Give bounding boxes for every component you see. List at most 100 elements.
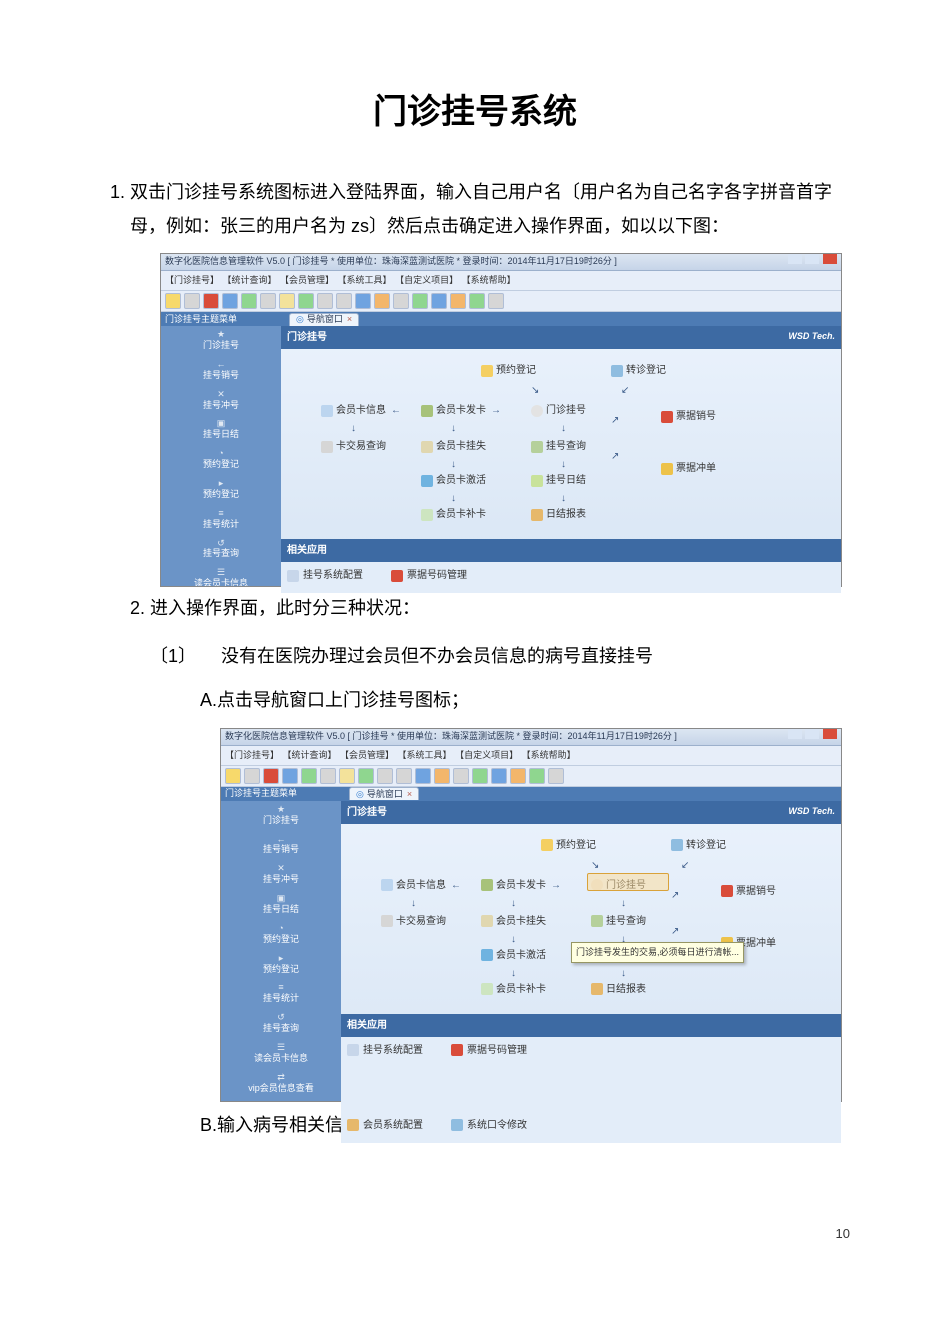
toolbar-button[interactable] [548, 768, 564, 784]
menu-item[interactable]: 【系统帮助】 [526, 750, 576, 760]
tab-nav-window[interactable]: ◎导航窗口× [289, 313, 359, 326]
close-button[interactable] [823, 254, 837, 264]
sidebar-item[interactable]: ▸预约登记 [161, 475, 281, 505]
toolbar-button[interactable] [298, 293, 314, 309]
menu-item[interactable]: 【系统工具】 [342, 275, 392, 285]
flow-node-yuyue[interactable]: 预约登记 [481, 361, 536, 380]
sidebar-item[interactable]: ★门诊挂号 [221, 801, 341, 831]
toolbar-button[interactable] [336, 293, 352, 309]
flow-node-rjbb[interactable]: 日结报表 [531, 505, 586, 524]
tab-nav-window[interactable]: ◎导航窗口× [349, 787, 419, 800]
sidebar-item[interactable]: ←挂号销号 [161, 356, 281, 386]
sidebar-item[interactable]: ✕挂号冲号 [161, 386, 281, 416]
flow-node-hybk[interactable]: 会员卡补卡 [421, 505, 486, 524]
flow-node-ghrj[interactable]: 挂号日结 [531, 471, 586, 490]
flow-node-hygs[interactable]: 会员卡挂失 [421, 437, 486, 456]
sidebar-item[interactable]: ≡挂号统计 [221, 979, 341, 1009]
menu-item[interactable]: 【统计查询】 [287, 750, 337, 760]
sidebar-item[interactable]: ▸预约登记 [221, 950, 341, 980]
sidebar-item[interactable]: ↻系统口令修改 [221, 1099, 341, 1101]
toolbar-button[interactable] [355, 293, 371, 309]
toolbar-button[interactable] [165, 293, 181, 309]
sidebar-item[interactable]: ↺挂号查询 [161, 535, 281, 565]
flow-node-yuyue[interactable]: 预约登记 [541, 836, 596, 855]
toolbar-button[interactable] [377, 768, 393, 784]
menu-item[interactable]: 【会员管理】 [285, 275, 335, 285]
toolbar-button[interactable] [339, 768, 355, 784]
toolbar-button[interactable] [317, 293, 333, 309]
toolbar-button[interactable] [453, 768, 469, 784]
toolbar-button[interactable] [529, 768, 545, 784]
close-button[interactable] [823, 729, 837, 739]
toolbar-button[interactable] [488, 293, 504, 309]
toolbar-button[interactable] [260, 293, 276, 309]
flow-node-hyjh[interactable]: 会员卡激活 [421, 471, 486, 490]
flow-node-hyxx[interactable]: 会员卡信息 [321, 401, 386, 420]
toolbar-button[interactable] [412, 293, 428, 309]
toolbar-button[interactable] [184, 293, 200, 309]
sidebar-item[interactable]: ▣挂号日结 [221, 890, 341, 920]
flow-node-hygs[interactable]: 会员卡挂失 [481, 912, 546, 931]
flow-node-pjcd[interactable]: 票据冲单 [661, 459, 716, 478]
toolbar-button[interactable] [241, 293, 257, 309]
sidebar-item[interactable]: ↺挂号查询 [221, 1009, 341, 1039]
minimize-button[interactable] [788, 254, 802, 264]
flow-node-kjycx[interactable]: 卡交易查询 [321, 437, 386, 456]
flow-node-mzgh[interactable]: 门诊挂号 [531, 401, 586, 420]
sidebar-item[interactable]: ←挂号销号 [221, 831, 341, 861]
toolbar-button[interactable] [203, 293, 219, 309]
flow-node-pjxh[interactable]: 票据销号 [721, 882, 776, 901]
toolbar-button[interactable] [450, 293, 466, 309]
toolbar-button[interactable] [415, 768, 431, 784]
toolbar-button[interactable] [358, 768, 374, 784]
related-item[interactable]: 会员系统配置 [347, 1116, 423, 1135]
toolbar-button[interactable] [225, 768, 241, 784]
toolbar-button[interactable] [434, 768, 450, 784]
related-item[interactable]: 票据号码管理 [391, 566, 467, 585]
toolbar-button[interactable] [279, 293, 295, 309]
toolbar-button[interactable] [374, 293, 390, 309]
sidebar-item[interactable]: ☰读会员卡信息 [161, 564, 281, 586]
flow-node-hyjh[interactable]: 会员卡激活 [481, 946, 546, 965]
flow-node-zhuanzhen[interactable]: 转诊登记 [611, 361, 666, 380]
sidebar-item[interactable]: ☰读会员卡信息 [221, 1039, 341, 1069]
flow-node-ghcx[interactable]: 挂号查询 [531, 437, 586, 456]
flow-node-hyxx[interactable]: 会员卡信息 [381, 876, 446, 895]
flow-node-pjxh[interactable]: 票据销号 [661, 407, 716, 426]
toolbar-button[interactable] [320, 768, 336, 784]
flow-node-mzgh[interactable]: 门诊挂号 [591, 876, 646, 895]
related-item[interactable]: 票据号码管理 [451, 1041, 527, 1060]
toolbar-button[interactable] [301, 768, 317, 784]
related-item[interactable]: 系统口令修改 [451, 1116, 527, 1135]
toolbar-button[interactable] [431, 293, 447, 309]
flow-node-hyfk[interactable]: 会员卡发卡 [481, 876, 546, 895]
toolbar-button[interactable] [282, 768, 298, 784]
toolbar-button[interactable] [469, 293, 485, 309]
toolbar-button[interactable] [491, 768, 507, 784]
toolbar-button[interactable] [472, 768, 488, 784]
sidebar-item[interactable]: ✕挂号冲号 [221, 860, 341, 890]
toolbar-button[interactable] [263, 768, 279, 784]
sidebar-item[interactable]: ◔预约登记 [221, 920, 341, 950]
menu-item[interactable]: 【系统帮助】 [466, 275, 516, 285]
menu-item[interactable]: 【会员管理】 [345, 750, 395, 760]
flow-node-hyfk[interactable]: 会员卡发卡 [421, 401, 486, 420]
toolbar-button[interactable] [222, 293, 238, 309]
menu-item[interactable]: 【系统工具】 [402, 750, 452, 760]
minimize-button[interactable] [788, 729, 802, 739]
maximize-button[interactable] [805, 729, 819, 739]
toolbar-button[interactable] [393, 293, 409, 309]
sidebar-item[interactable]: ▣挂号日结 [161, 415, 281, 445]
maximize-button[interactable] [805, 254, 819, 264]
flow-node-kjycx[interactable]: 卡交易查询 [381, 912, 446, 931]
toolbar-button[interactable] [510, 768, 526, 784]
sidebar-item[interactable]: ≡挂号统计 [161, 505, 281, 535]
flow-node-rjbb[interactable]: 日结报表 [591, 980, 646, 999]
toolbar-button[interactable] [244, 768, 260, 784]
sidebar-item[interactable]: ⇄vip会员信息查看 [221, 1069, 341, 1099]
related-item[interactable]: 挂号系统配置 [287, 566, 363, 585]
toolbar-button[interactable] [396, 768, 412, 784]
menu-item[interactable]: 【门诊挂号】 [225, 750, 279, 760]
related-item[interactable]: 挂号系统配置 [347, 1041, 423, 1060]
menu-item[interactable]: 【门诊挂号】 [165, 275, 219, 285]
